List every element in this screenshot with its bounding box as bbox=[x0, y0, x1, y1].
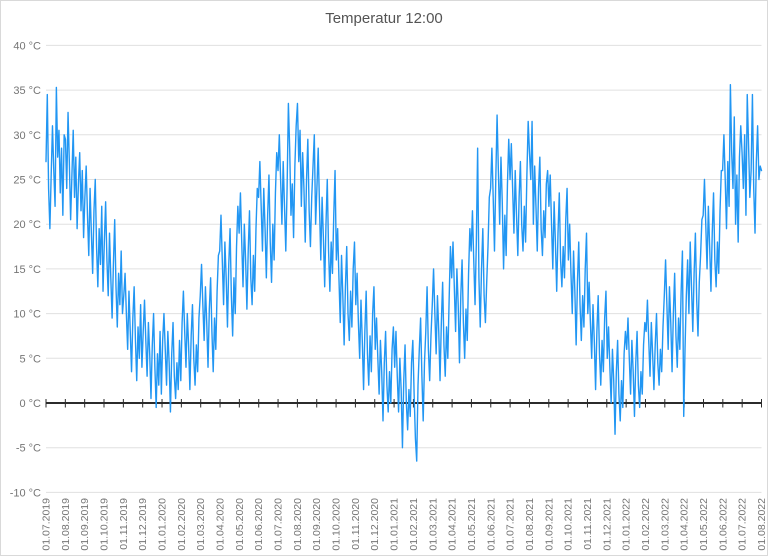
y-tick-label: 15 °C bbox=[13, 264, 41, 276]
x-tick-label: 01.07.2022 bbox=[737, 498, 749, 551]
x-tick-label: 01.10.2020 bbox=[331, 498, 343, 551]
x-tick-label: 01.03.2022 bbox=[659, 498, 671, 551]
x-tick-label: 01.09.2020 bbox=[311, 498, 323, 551]
x-tick-label: 01.07.2020 bbox=[273, 498, 285, 551]
y-tick-label: 20 °C bbox=[13, 219, 41, 231]
y-tick-label: 5 °C bbox=[19, 353, 41, 365]
x-tick-label: 01.08.2021 bbox=[524, 498, 536, 551]
temperature-series-line bbox=[45, 84, 763, 462]
x-tick-label: 01.06.2021 bbox=[485, 498, 497, 551]
x-tick-label: 01.09.2021 bbox=[543, 498, 555, 551]
x-tick-label: 01.08.2022 bbox=[756, 498, 768, 551]
y-tick-label: 30 °C bbox=[13, 130, 41, 142]
x-tick-label: 01.02.2021 bbox=[408, 498, 420, 551]
y-tick-label: 25 °C bbox=[13, 175, 41, 187]
chart-title: Temperatur 12:00 bbox=[325, 10, 443, 27]
x-tick-label: 01.02.2022 bbox=[640, 498, 652, 551]
x-tick-label: 01.03.2020 bbox=[195, 498, 207, 551]
x-tick-label: 01.11.2020 bbox=[350, 498, 362, 550]
x-tick-label: 01.05.2022 bbox=[698, 498, 710, 551]
x-tick-label: 01.01.2022 bbox=[621, 498, 633, 551]
x-tick-label: 01.04.2021 bbox=[447, 498, 459, 551]
x-tick-label: 01.01.2020 bbox=[157, 498, 169, 551]
x-tick-label: 01.12.2020 bbox=[369, 498, 381, 551]
x-tick-label: 01.08.2020 bbox=[292, 498, 304, 551]
x-tick-label: 01.05.2021 bbox=[466, 498, 478, 551]
y-tick-label: 35 °C bbox=[13, 85, 41, 97]
y-tick-label: -5 °C bbox=[16, 443, 41, 455]
x-tick-label: 01.12.2021 bbox=[601, 498, 613, 551]
x-tick-label: 01.03.2021 bbox=[427, 498, 439, 551]
x-tick-label: 01.10.2019 bbox=[99, 498, 111, 551]
x-tick-label: 01.08.2019 bbox=[60, 498, 72, 551]
y-tick-label: 40 °C bbox=[13, 40, 41, 52]
x-tick-label: 01.07.2019 bbox=[41, 498, 53, 551]
x-tick-label: 01.09.2019 bbox=[79, 498, 91, 551]
x-tick-label: 01.01.2021 bbox=[389, 498, 401, 551]
x-tick-label: 01.07.2021 bbox=[505, 498, 517, 551]
x-tick-label: 01.04.2022 bbox=[679, 498, 691, 551]
y-tick-label: 0 °C bbox=[19, 398, 41, 410]
x-tick-label: 01.10.2021 bbox=[563, 498, 575, 551]
x-tick-label: 01.02.2020 bbox=[176, 498, 188, 551]
x-tick-label: 01.12.2019 bbox=[137, 498, 149, 551]
x-tick-label: 01.06.2022 bbox=[717, 498, 729, 551]
x-tick-label: 01.05.2020 bbox=[234, 498, 246, 551]
y-tick-label: 10 °C bbox=[13, 309, 41, 321]
x-tick-label: 01.11.2021 bbox=[582, 498, 594, 550]
x-tick-label: 01.04.2020 bbox=[215, 498, 227, 551]
x-tick-label: 01.11.2019 bbox=[118, 498, 130, 550]
x-tick-label: 01.06.2020 bbox=[253, 498, 265, 551]
y-tick-label: -10 °C bbox=[10, 487, 41, 499]
